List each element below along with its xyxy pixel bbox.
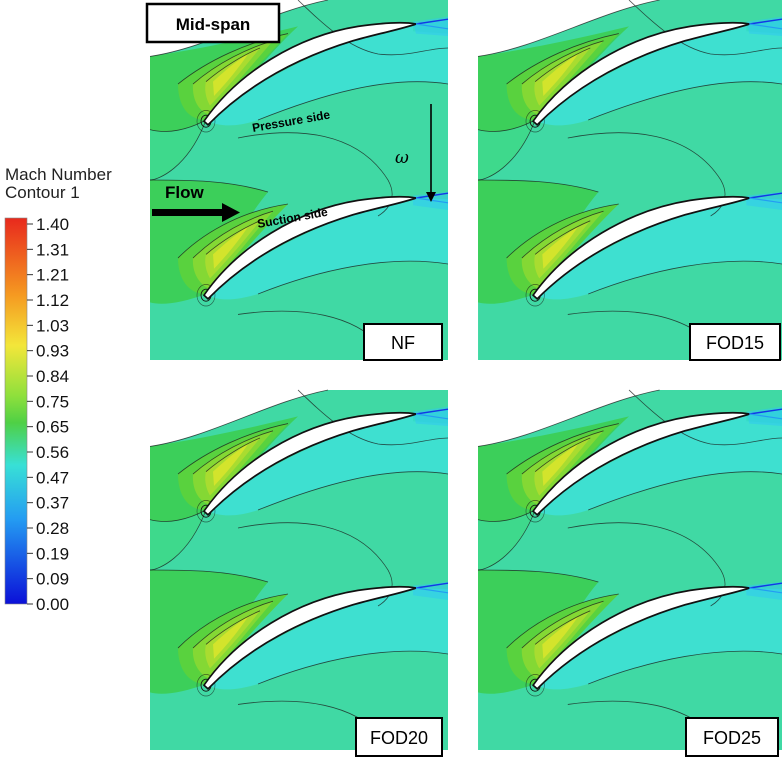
legend-title: Mach Number (5, 165, 112, 184)
flow-arrow-icon (152, 203, 240, 222)
panel-nf: NF (149, 0, 449, 361)
omega-label: ω (395, 148, 409, 168)
mid-span-text: Mid-span (176, 15, 251, 34)
rotation-arrow-icon (426, 104, 436, 202)
panel-fod15: FOD15 (477, 0, 782, 361)
panel-fod20: FOD20 (149, 389, 449, 757)
legend-tick-label: 0.19 (36, 544, 69, 563)
legend-tick-label: 0.56 (36, 443, 69, 462)
legend-subtitle: Contour 1 (5, 183, 80, 202)
legend-tick-label: 0.65 (36, 418, 69, 437)
color-legend: Mach Number Contour 1 1.401.311.211.121.… (4, 165, 112, 614)
legend-tick-label: 0.84 (36, 367, 69, 386)
panel-tag-fod20: FOD20 (370, 728, 428, 748)
panel-tag-nf: NF (391, 333, 415, 353)
legend-tick-label: 0.47 (36, 468, 69, 487)
legend-tick-label: 0.09 (36, 570, 69, 589)
legend-colorbar (4, 217, 28, 605)
legend-tick-label: 0.75 (36, 392, 69, 411)
legend-tick-label: 1.12 (36, 291, 69, 310)
panel-tag-box (685, 717, 779, 757)
panel-tag-box (363, 323, 443, 361)
panel-tag-fod25: FOD25 (703, 728, 761, 748)
legend-tick-label: 1.21 (36, 266, 69, 285)
legend-tick-label: 0.93 (36, 342, 69, 361)
panel-tag-box (355, 717, 443, 757)
legend-tick-label: 0.37 (36, 494, 69, 513)
panel-tag-fod15: FOD15 (706, 333, 764, 353)
legend-ticks: 1.40 1.31 1.21 1.12 1.03 0.93 0.84 0.75 0.65 0.56… (27, 215, 69, 614)
legend-tick-label: 0.28 (36, 519, 69, 538)
legend-tick-label: 0.00 (36, 595, 69, 614)
legend-tick-label: 1.03 (36, 316, 69, 335)
flow-label: Flow (165, 183, 204, 202)
legend-tick-label: 1.31 (36, 240, 69, 259)
legend-tick-label: 1.40 (36, 215, 69, 234)
panel-fod25: FOD25 (477, 389, 782, 757)
mid-span-label: Mid-span (145, 2, 281, 44)
panel-tag-box (689, 323, 781, 361)
